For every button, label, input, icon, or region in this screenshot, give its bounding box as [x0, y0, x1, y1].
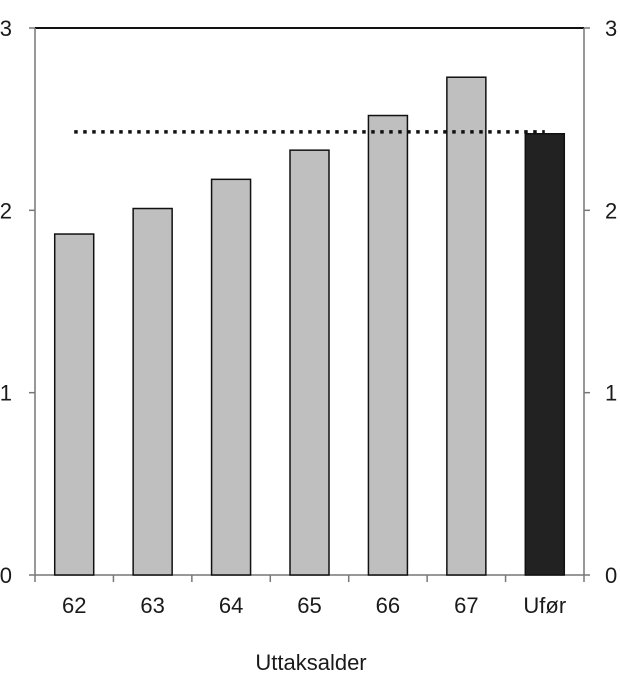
y-axis-left-tick-labels: 0 1 2 3	[0, 16, 12, 588]
x-tick-label: 62	[62, 593, 86, 618]
y-axis-right-tick-labels: 0 1 2 3	[605, 16, 617, 588]
x-tick-label: Ufør	[523, 593, 566, 618]
x-tick-label: 64	[219, 593, 243, 618]
x-axis-tick-labels: 62 63 64 65 66 67 Ufør	[62, 593, 566, 618]
y-tick-label-right: 1	[605, 381, 617, 406]
y-axis-left-ticks	[29, 27, 35, 576]
y-axis-right-ticks	[584, 27, 590, 576]
bars-group	[53, 76, 566, 576]
x-tick-label: 65	[297, 593, 321, 618]
y-tick-label-right: 3	[605, 16, 617, 41]
y-tick-label-left: 1	[0, 381, 12, 406]
x-axis-ticks	[34, 575, 585, 582]
bar-64	[210, 178, 252, 576]
x-axis-title: Uttaksalder	[255, 650, 366, 675]
y-tick-label-left: 3	[0, 16, 12, 41]
bar-63	[132, 207, 173, 576]
y-tick-label-left: 0	[0, 563, 12, 588]
y-tick-label-right: 0	[605, 563, 617, 588]
x-tick-label: 66	[376, 593, 400, 618]
bar-Ufør	[524, 133, 566, 576]
x-tick-label: 63	[140, 593, 164, 618]
x-tick-label: 67	[454, 593, 478, 618]
y-tick-label-left: 2	[0, 198, 12, 223]
y-tick-label-right: 2	[605, 198, 617, 223]
bar-66	[367, 114, 409, 576]
bar-62	[53, 233, 95, 576]
bar-67	[446, 76, 487, 576]
bar-65	[289, 149, 330, 576]
